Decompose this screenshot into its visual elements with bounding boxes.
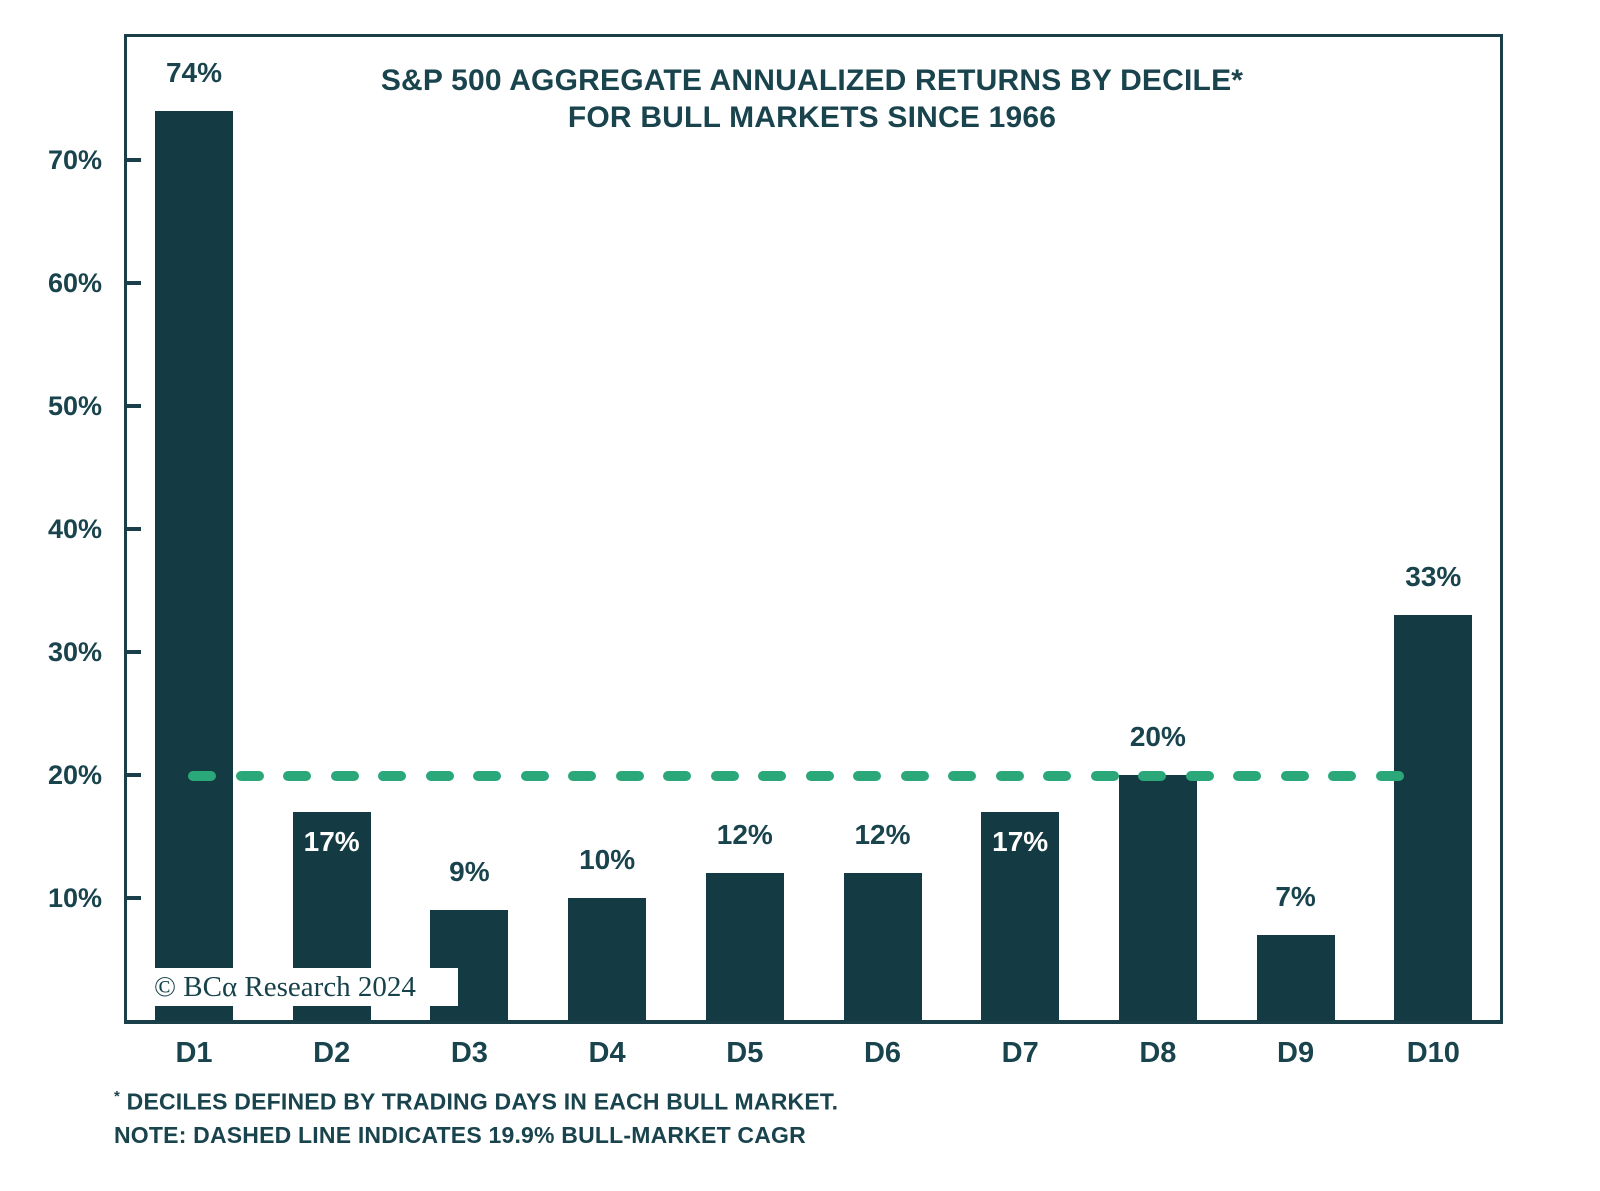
x-axis-label-D9: D9: [1277, 1037, 1315, 1069]
bar-value-label: 17%: [303, 825, 360, 857]
bar-value-label: 12%: [716, 819, 773, 851]
y-axis-tick-mark: [124, 281, 141, 285]
x-axis-label-D2: D2: [313, 1037, 351, 1069]
bar-D5: [705, 873, 784, 1021]
y-axis-tick-label: 10%: [47, 883, 102, 913]
reference-line-dash: [995, 771, 1024, 782]
bar-value-label: 74%: [165, 56, 223, 88]
reference-line-dash: [1280, 771, 1309, 782]
chart-title-line2: FOR BULL MARKETS SINCE 1966: [567, 101, 1057, 134]
reference-line-dash: [948, 771, 976, 782]
x-axis-label-D8: D8: [1139, 1037, 1177, 1069]
reference-line-dash: [758, 771, 786, 782]
reference-line-dash: [900, 771, 929, 782]
reference-line-dash: [1138, 771, 1166, 782]
reference-line-dash: [378, 771, 406, 782]
x-axis-label-D6: D6: [863, 1037, 902, 1069]
bar-D10: [1394, 615, 1473, 1021]
y-axis-tick-mark: [124, 158, 141, 162]
y-axis-tick-label: 30%: [47, 637, 102, 667]
bar-value-label: 20%: [1129, 721, 1186, 752]
footnote-deciles: * DECILES DEFINED BY TRADING DAYS IN EAC…: [114, 1088, 839, 1115]
y-axis-tick-label: 20%: [47, 760, 102, 790]
watermark-badge: © BCα Research 2024: [150, 968, 458, 1006]
y-axis-tick-mark: [124, 650, 141, 654]
reference-line-dash: [520, 771, 549, 782]
y-axis-tick-mark: [124, 404, 141, 408]
bar-D6: [843, 873, 922, 1021]
bar-value-label: 7%: [1275, 880, 1316, 912]
reference-line-dash: [330, 771, 359, 782]
bar-value-label: 9%: [449, 856, 490, 888]
bar-value-label: 17%: [992, 825, 1049, 857]
reference-line-dash: [1043, 771, 1071, 782]
reference-line-dash: [568, 771, 596, 782]
reference-line-dash: [663, 771, 691, 782]
bar-D9: [1256, 934, 1335, 1021]
bar-D7: [981, 811, 1060, 1021]
reference-line-dash: [1328, 771, 1356, 782]
y-axis-tick-mark: [124, 896, 141, 900]
footnotes: * DECILES DEFINED BY TRADING DAYS IN EAC…: [114, 1080, 838, 1152]
y-axis-tick-label: 60%: [47, 268, 102, 298]
y-axis-tick-label: 50%: [47, 391, 102, 421]
reference-line-dash: [473, 771, 501, 782]
y-axis-tick-mark: [124, 527, 141, 531]
x-axis-label-D7: D7: [1001, 1037, 1039, 1069]
bar-D4: [568, 898, 647, 1021]
bar-value-label: 33%: [1405, 561, 1462, 593]
footnote-asterisk: *: [114, 1088, 121, 1105]
watermark-text: © BCα Research 2024: [154, 970, 416, 1003]
reference-line-dash: [1185, 771, 1214, 782]
bar-D8: [1118, 775, 1197, 1021]
y-axis-tick-mark: [124, 773, 141, 777]
x-axis-label-D3: D3: [450, 1037, 488, 1069]
x-axis-label-D4: D4: [588, 1037, 626, 1069]
reference-line-dash: [1233, 771, 1261, 782]
y-axis-tick-label: 40%: [47, 514, 102, 544]
x-axis-label-D10: D10: [1406, 1037, 1460, 1069]
reference-line-dash: [188, 771, 216, 782]
reference-line-dash: [710, 771, 739, 782]
bar-value-label: 12%: [854, 819, 911, 851]
reference-line-dash: [805, 771, 834, 782]
x-axis-label-D5: D5: [726, 1037, 764, 1069]
y-axis-tick-label: 70%: [47, 145, 102, 175]
bar-D1: [155, 110, 233, 1021]
reference-line-dash: [425, 771, 454, 782]
chart-title-line1: S&P 500 AGGREGATE ANNUALIZED RETURNS BY …: [380, 64, 1244, 97]
reference-line-dash: [235, 771, 264, 782]
reference-line-dash: [283, 771, 311, 782]
footnote-note: NOTE: DASHED LINE INDICATES 19.9% BULL-M…: [114, 1121, 806, 1148]
x-axis-label-D1: D1: [175, 1037, 213, 1069]
bar-value-label: 10%: [579, 844, 636, 875]
reference-line-dash: [1375, 771, 1404, 782]
reference-line-dash: [1090, 771, 1119, 782]
reference-line-dash: [615, 771, 644, 782]
reference-line-dash: [853, 771, 881, 782]
chart-title: S&P 500 AGGREGATE ANNUALIZED RETURNS BY …: [312, 62, 1312, 136]
